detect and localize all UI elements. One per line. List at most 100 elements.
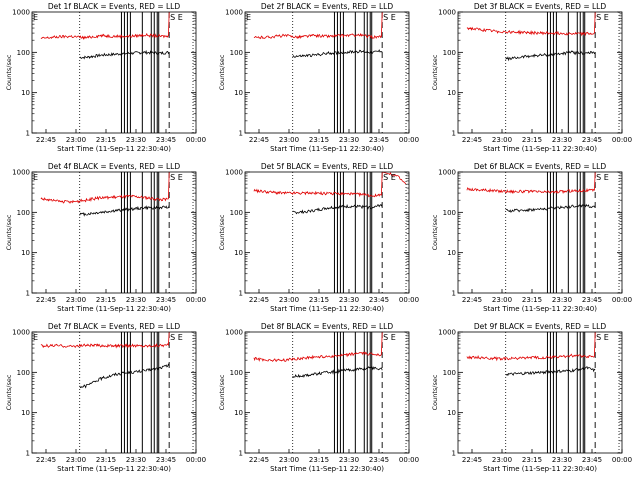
y-axis-label: Counts/sec <box>5 374 13 410</box>
y-axis-label: Counts/sec <box>431 214 439 250</box>
x-tick-label: 22:45 <box>462 456 482 464</box>
y-tick-label: 1 <box>26 290 30 298</box>
y-tick-label: 1 <box>452 130 456 138</box>
x-tick-label: 23:45 <box>582 456 602 464</box>
chart-title: Det 7f BLACK = Events, RED = LLD <box>48 322 181 331</box>
y-tick-label: 100 <box>443 209 456 217</box>
annotation-e: E <box>33 13 38 22</box>
x-tick-label: 00:00 <box>399 296 419 304</box>
y-tick-label: 100 <box>443 369 456 377</box>
detector-chart-1: Det 1f BLACK = Events, RED = LLD 1 10 100 10… <box>5 2 206 153</box>
series-line-events <box>505 203 596 213</box>
x-tick-label: 22:45 <box>36 136 56 144</box>
detector-panel-4: Det 4f BLACK = Events, RED = LLD 1 10 100 10… <box>0 160 213 320</box>
chart-title: Det 2f BLACK = Events, RED = LLD <box>261 2 394 11</box>
x-tick-label: 23:45 <box>156 296 176 304</box>
x-tick-label: 23:00 <box>66 456 86 464</box>
annotation-e: E <box>33 333 38 342</box>
x-tick-label: 23:45 <box>156 456 176 464</box>
y-tick-label: 10 <box>21 89 30 97</box>
y-tick-label: 10 <box>447 89 456 97</box>
detector-panel-8: Det 8f BLACK = Events, RED = LLD 1 10 100 10… <box>213 320 426 480</box>
x-tick-label: 23:15 <box>309 456 329 464</box>
x-tick-label: 23:30 <box>552 296 572 304</box>
x-tick-label: 23:45 <box>369 296 389 304</box>
detector-chart-6: Det 6f BLACK = Events, RED = LLD 1 10 100 10… <box>431 162 632 313</box>
x-tick-label: 22:45 <box>462 136 482 144</box>
y-tick-label: 1000 <box>225 329 243 337</box>
y-tick-label: 10 <box>234 89 243 97</box>
x-tick-label: 23:30 <box>552 456 572 464</box>
x-tick-label: 23:45 <box>369 456 389 464</box>
detector-panel-3: Det 3f BLACK = Events, RED = LLD 1 10 100 10… <box>426 0 639 160</box>
x-tick-label: 22:45 <box>36 296 56 304</box>
y-axis-label: Counts/sec <box>5 54 13 90</box>
x-tick-label: 00:00 <box>399 136 419 144</box>
x-tick-label: 22:45 <box>462 296 482 304</box>
series-line-events <box>292 365 383 378</box>
x-axis-label: Start Time (11-Sep-11 22:30:40) <box>270 145 384 153</box>
y-axis-label: Counts/sec <box>5 214 13 250</box>
y-tick-label: 1000 <box>12 329 30 337</box>
x-axis-label: Start Time (11-Sep-11 22:30:40) <box>483 305 597 313</box>
series-line-events <box>79 49 170 60</box>
series-line-events <box>292 49 383 58</box>
y-axis-label: Counts/sec <box>431 374 439 410</box>
y-tick-label: 1000 <box>438 169 456 177</box>
y-tick-label: 100 <box>230 369 243 377</box>
x-axis-label: Start Time (11-Sep-11 22:30:40) <box>57 145 171 153</box>
plot-frame <box>31 331 197 454</box>
series-line-events <box>505 366 596 377</box>
y-tick-label: 1 <box>26 450 30 458</box>
x-tick-label: 23:15 <box>309 136 329 144</box>
x-tick-label: 00:00 <box>612 136 632 144</box>
y-tick-label: 1000 <box>438 9 456 17</box>
annotation-se: S E <box>170 333 183 342</box>
annotation-e: E <box>246 13 251 22</box>
y-tick-label: 1000 <box>12 9 30 17</box>
x-tick-label: 00:00 <box>612 456 632 464</box>
series-line-lld <box>466 11 596 37</box>
detector-panel-5: Det 5f BLACK = Events, RED = LLD 1 10 100 10… <box>213 160 426 320</box>
y-tick-label: 100 <box>230 49 243 57</box>
x-axis-label: Start Time (11-Sep-11 22:30:40) <box>483 145 597 153</box>
series-line-lld <box>40 331 170 349</box>
y-tick-label: 1000 <box>12 169 30 177</box>
plot-frame <box>244 171 410 294</box>
y-axis-label: Counts/sec <box>218 54 226 90</box>
x-tick-label: 23:45 <box>582 296 602 304</box>
chart-title: Det 8f BLACK = Events, RED = LLD <box>261 322 394 331</box>
x-tick-label: 23:15 <box>96 296 116 304</box>
chart-title: Det 6f BLACK = Events, RED = LLD <box>474 162 607 171</box>
x-tick-label: 22:45 <box>249 456 269 464</box>
chart-title: Det 3f BLACK = Events, RED = LLD <box>474 2 607 11</box>
chart-title: Det 9f BLACK = Events, RED = LLD <box>474 322 607 331</box>
plot-frame <box>31 171 197 294</box>
series-line-lld <box>253 11 383 40</box>
series-line-events <box>79 205 170 217</box>
detector-chart-8: Det 8f BLACK = Events, RED = LLD 1 10 100 10… <box>218 322 419 473</box>
x-tick-label: 23:30 <box>126 136 146 144</box>
x-tick-label: 23:30 <box>126 456 146 464</box>
y-tick-label: 1 <box>239 450 243 458</box>
x-tick-label: 23:30 <box>339 136 359 144</box>
y-tick-label: 100 <box>230 209 243 217</box>
detector-chart-7: Det 7f BLACK = Events, RED = LLD 1 10 100 10… <box>5 322 206 473</box>
y-tick-label: 100 <box>17 209 30 217</box>
y-tick-label: 10 <box>234 249 243 257</box>
x-tick-label: 00:00 <box>186 456 206 464</box>
y-tick-label: 10 <box>447 409 456 417</box>
plot-frame <box>457 11 623 134</box>
x-tick-label: 23:15 <box>522 296 542 304</box>
x-tick-label: 23:15 <box>309 296 329 304</box>
series-line-events <box>505 50 596 62</box>
x-axis-label: Start Time (11-Sep-11 22:30:40) <box>57 305 171 313</box>
y-tick-label: 100 <box>17 49 30 57</box>
annotation-se: S E <box>383 13 396 22</box>
annotation-se: S E <box>170 173 183 182</box>
x-tick-label: 23:30 <box>339 456 359 464</box>
chart-title: Det 4f BLACK = Events, RED = LLD <box>48 162 181 171</box>
x-axis-label: Start Time (11-Sep-11 22:30:40) <box>57 465 171 473</box>
x-tick-label: 23:15 <box>96 136 116 144</box>
x-tick-label: 23:00 <box>66 296 86 304</box>
